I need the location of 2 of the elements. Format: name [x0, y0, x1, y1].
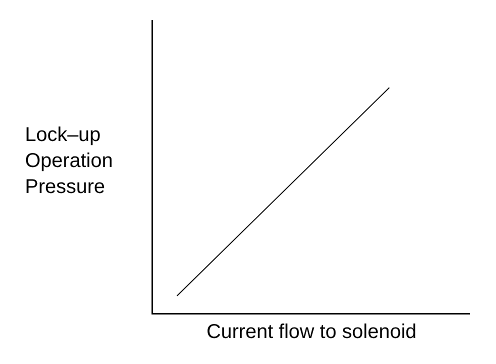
y-axis-title: Lock–up Operation Pressure — [25, 124, 113, 198]
x-axis-title: Current flow to solenoid — [206, 320, 417, 343]
